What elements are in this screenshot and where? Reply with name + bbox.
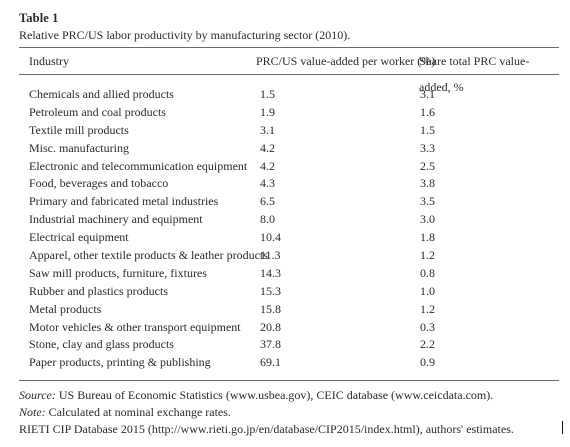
table-header-rule bbox=[19, 74, 559, 75]
cell-share-value-added: 1.6 bbox=[420, 104, 435, 119]
cell-industry: Electrical equipment bbox=[29, 230, 129, 245]
cell-prc-us-value-added: 6.5 bbox=[260, 194, 275, 209]
cell-share-value-added: 3.0 bbox=[420, 212, 435, 227]
table-row: Misc. manufacturing 4.2 3.3 bbox=[19, 140, 559, 158]
table-row: Paper products, printing & publishing 69.… bbox=[19, 354, 559, 372]
cell-prc-us-value-added: 8.0 bbox=[260, 212, 275, 227]
note-text: Calculated at nominal exchange rates. bbox=[48, 405, 231, 420]
table-top-rule bbox=[19, 47, 559, 48]
table-row: Metal products 15.8 1.2 bbox=[19, 301, 559, 319]
cell-prc-us-value-added: 15.3 bbox=[260, 283, 281, 298]
header-industry: Industry bbox=[29, 54, 69, 68]
cell-share-value-added: 1.0 bbox=[420, 283, 435, 298]
cell-prc-us-value-added: 37.8 bbox=[260, 337, 281, 352]
cell-industry: Paper products, printing & publishing bbox=[29, 355, 211, 370]
ceicdata-link[interactable]: www.ceicdata.com bbox=[395, 388, 487, 403]
table-caption: Relative PRC/US labor productivity by ma… bbox=[19, 28, 351, 42]
usbea-link[interactable]: www.usbea.gov bbox=[229, 388, 307, 403]
cell-prc-us-value-added: 10.4 bbox=[260, 230, 281, 245]
rieti-text: RIETI CIP Database 2015 ( bbox=[19, 422, 152, 437]
cell-prc-us-value-added: 4.2 bbox=[260, 158, 275, 173]
cell-share-value-added: 0.8 bbox=[420, 265, 435, 280]
cell-share-value-added: 2.2 bbox=[420, 337, 435, 352]
cell-industry: Metal products bbox=[29, 301, 102, 316]
table-notes: Source: US Bureau of Economic Statistics… bbox=[19, 381, 559, 438]
cell-share-value-added: 3.8 bbox=[420, 176, 435, 191]
table-header-row: Industry PRC/US value-added per worker (… bbox=[19, 48, 559, 94]
cell-prc-us-value-added: 15.8 bbox=[260, 301, 281, 316]
table-row: Chemicals and allied products 1.5 3.1 bbox=[19, 86, 559, 104]
header-share-value-added: Share total PRC value-added, % bbox=[419, 54, 530, 94]
table-row: Electrical equipment 10.4 1.8 bbox=[19, 229, 559, 247]
rieti-link[interactable]: http://www.rieti.go.jp/en/database/CIP20… bbox=[151, 422, 416, 437]
table-row: Food, beverages and tobacco 4.3 3.8 bbox=[19, 175, 559, 193]
cell-share-value-added: 1.2 bbox=[420, 301, 435, 316]
table-row: Apparel, other textile products & leathe… bbox=[19, 247, 559, 265]
note-label: Note: bbox=[19, 405, 46, 420]
cell-industry: Chemicals and allied products bbox=[29, 87, 174, 101]
source-note: Source: US Bureau of Economic Statistics… bbox=[19, 387, 559, 404]
cell-industry: Industrial machinery and equipment bbox=[29, 212, 203, 227]
table-row: Petroleum and coal products 1.9 1.6 bbox=[19, 104, 559, 122]
exchange-rate-note: Note: Calculated at nominal exchange rat… bbox=[19, 404, 559, 421]
cell-industry: Electronic and telecommunication equipme… bbox=[29, 158, 248, 173]
table-row: Electronic and telecommunication equipme… bbox=[19, 158, 559, 176]
header-prc-us-value-added: PRC/US value-added per worker (%) bbox=[256, 54, 436, 68]
cell-prc-us-value-added: 4.2 bbox=[260, 140, 275, 155]
source-text: ), CEIC database ( bbox=[306, 388, 396, 403]
table-row: Industrial machinery and equipment 8.0 3.0 bbox=[19, 211, 559, 229]
cell-prc-us-value-added: 69.1 bbox=[260, 355, 281, 370]
cell-industry: Saw mill products, furniture, fixtures bbox=[29, 265, 207, 280]
text-cursor bbox=[562, 421, 563, 434]
cell-industry: Apparel, other textile products & leathe… bbox=[29, 248, 268, 263]
cell-industry: Stone, clay and glass products bbox=[29, 337, 174, 352]
table-bottom-rule bbox=[19, 380, 559, 382]
cell-industry: Primary and fabricated metal industries bbox=[29, 194, 219, 209]
cell-prc-us-value-added: 11.3 bbox=[260, 248, 281, 263]
cell-share-value-added: 1.5 bbox=[420, 122, 435, 137]
source-label: Source: bbox=[19, 388, 56, 403]
cell-industry: Textile mill products bbox=[29, 122, 129, 137]
document: Table 1 Relative PRC/US labor productivi… bbox=[19, 10, 559, 438]
cell-industry: Misc. manufacturing bbox=[29, 140, 129, 155]
cell-share-value-added: 1.2 bbox=[420, 248, 435, 263]
table-row: Saw mill products, furniture, fixtures 14… bbox=[19, 265, 559, 283]
cell-prc-us-value-added: 20.8 bbox=[260, 319, 281, 334]
cell-share-value-added: 0.3 bbox=[420, 319, 435, 334]
cell-industry: Motor vehicles & other transport equipme… bbox=[29, 319, 241, 334]
table-row: Primary and fabricated metal industries 6… bbox=[19, 193, 559, 211]
cell-prc-us-value-added: 3.1 bbox=[260, 122, 275, 137]
rieti-note: RIETI CIP Database 2015 (http://www.riet… bbox=[19, 421, 559, 438]
cell-prc-us-value-added: 1.9 bbox=[260, 104, 275, 119]
table-body: Chemicals and allied products 1.5 3.1 Petro… bbox=[19, 75, 559, 380]
cell-industry: Petroleum and coal products bbox=[29, 104, 166, 119]
source-text: ). bbox=[486, 388, 494, 403]
cell-share-value-added: 3.5 bbox=[420, 194, 435, 209]
cell-share-value-added: 0.9 bbox=[420, 355, 435, 370]
cell-share-value-added: 1.8 bbox=[420, 230, 435, 245]
cell-prc-us-value-added: 4.3 bbox=[260, 176, 275, 191]
rieti-text: ), authors' estimates. bbox=[415, 422, 514, 437]
table-row: Motor vehicles & other transport equipme… bbox=[19, 319, 559, 337]
cell-prc-us-value-added: 14.3 bbox=[260, 265, 281, 280]
table-row: Rubber and plastics products 15.3 1.0 bbox=[19, 283, 559, 301]
cell-share-value-added: 2.5 bbox=[420, 158, 435, 173]
table-label: Table 1 bbox=[19, 11, 59, 25]
source-text: US Bureau of Economic Statistics ( bbox=[58, 388, 230, 403]
table-row: Textile mill products 3.1 1.5 bbox=[19, 122, 559, 140]
cell-prc-us-value-added: 1.5 bbox=[260, 87, 275, 101]
table-row: Stone, clay and glass products 37.8 2.2 bbox=[19, 336, 559, 354]
cell-industry: Rubber and plastics products bbox=[29, 283, 168, 298]
cell-industry: Food, beverages and tobacco bbox=[29, 176, 169, 191]
cell-share-value-added: 3.3 bbox=[420, 140, 435, 155]
cell-share-value-added: 3.1 bbox=[420, 87, 435, 101]
